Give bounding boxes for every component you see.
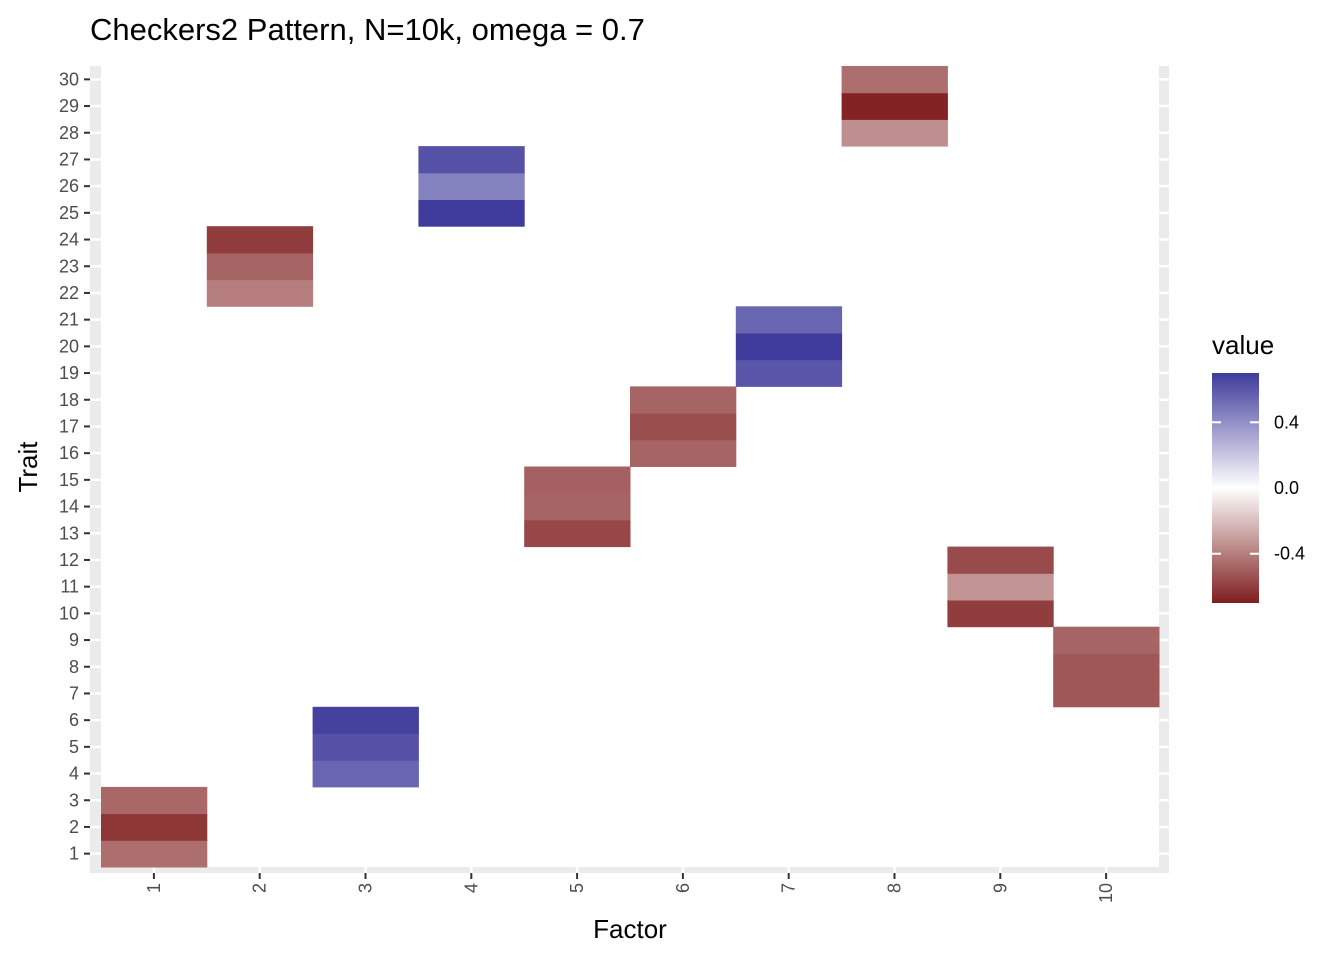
x-axis: 1 2 3 4 5 6 7 8 9 10 xyxy=(144,873,1116,903)
y-tick-label: 20 xyxy=(59,336,79,356)
heatmap-cell xyxy=(841,119,948,147)
heatmap-cell xyxy=(206,252,314,281)
x-tick-label: 5 xyxy=(567,883,587,893)
heatmap-cell xyxy=(947,600,1054,628)
heatmap-cell xyxy=(524,519,631,548)
y-axis-title: Trait xyxy=(13,441,43,493)
y-tick-label: 2 xyxy=(69,817,79,837)
y-tick-label: 16 xyxy=(59,443,79,463)
plot-panel xyxy=(90,66,1169,873)
heatmap-cell xyxy=(206,226,314,254)
x-tick-label: 6 xyxy=(673,883,693,893)
y-tick-label: 5 xyxy=(69,737,79,757)
y-axis: 1234567891011121314151617181920212223242… xyxy=(59,69,90,864)
legend-ticks: 0.4 0.0 -0.4 xyxy=(1212,412,1305,564)
x-axis-title: Factor xyxy=(593,914,667,944)
y-tick-label: 14 xyxy=(59,497,79,517)
y-tick-label: 29 xyxy=(59,96,79,116)
y-tick-label: 8 xyxy=(69,657,79,677)
y-tick-label: 18 xyxy=(59,390,79,410)
heatmap-cell xyxy=(841,66,948,94)
y-tick-label: 24 xyxy=(59,230,79,250)
heatmap-cell xyxy=(418,146,525,174)
y-tick-label: 23 xyxy=(59,256,79,276)
heatmap-cell xyxy=(735,306,843,334)
heatmap-cell xyxy=(101,840,208,868)
heatmap-cell xyxy=(630,413,737,441)
x-tick-label: 9 xyxy=(990,883,1010,893)
y-tick-label: 4 xyxy=(69,764,79,784)
x-tick-label: 4 xyxy=(461,883,481,893)
y-tick-label: 22 xyxy=(59,283,79,303)
heatmap-cell xyxy=(1053,653,1160,681)
legend-label: -0.4 xyxy=(1274,544,1305,564)
y-tick-label: 3 xyxy=(69,790,79,810)
y-tick-label: 9 xyxy=(69,630,79,650)
heatmap-cell xyxy=(524,466,631,494)
x-tick-label: 8 xyxy=(885,883,905,893)
y-tick-label: 30 xyxy=(59,69,79,89)
heatmap-cell xyxy=(312,733,419,761)
y-tick-label: 13 xyxy=(59,523,79,543)
legend-title: value xyxy=(1212,330,1274,360)
y-tick-label: 15 xyxy=(59,470,79,490)
y-tick-label: 21 xyxy=(59,310,79,330)
heatmap-cell xyxy=(947,546,1054,574)
y-tick-label: 27 xyxy=(59,149,79,169)
heatmap-cell xyxy=(312,760,419,788)
y-tick-label: 25 xyxy=(59,203,79,223)
y-tick-label: 11 xyxy=(60,577,79,597)
y-tick-label: 28 xyxy=(59,123,79,143)
heatmap-cell xyxy=(1053,680,1160,708)
heatmap-cell xyxy=(735,333,843,361)
y-tick-label: 19 xyxy=(59,363,79,383)
heatmap-cell xyxy=(630,386,737,414)
heatmap-cell xyxy=(630,439,737,467)
heatmap-cell xyxy=(524,493,631,521)
x-tick-label: 2 xyxy=(250,883,270,893)
y-tick-label: 12 xyxy=(59,550,79,570)
heatmap-cell xyxy=(418,172,525,200)
heatmap-cell xyxy=(206,279,314,307)
heatmap-cell xyxy=(735,359,843,387)
heatmap-cell xyxy=(841,92,948,120)
legend-label: 0.4 xyxy=(1274,412,1299,432)
x-tick-label: 1 xyxy=(144,883,164,893)
heatmap-cell xyxy=(947,573,1054,601)
y-tick-label: 17 xyxy=(59,416,79,436)
y-tick-label: 6 xyxy=(69,710,79,730)
legend-label: 0.0 xyxy=(1274,478,1299,498)
x-tick-label: 10 xyxy=(1096,883,1116,903)
x-tick-label: 3 xyxy=(356,883,376,893)
heatmap-cell xyxy=(1053,626,1160,654)
heatmap-cell xyxy=(101,813,208,841)
chart-title: Checkers2 Pattern, N=10k, omega = 0.7 xyxy=(90,12,645,47)
heatmap-cell xyxy=(312,706,419,734)
x-tick-label: 7 xyxy=(779,883,799,893)
heatmap-cells xyxy=(101,66,1160,868)
heatmap-cell xyxy=(101,786,208,815)
y-tick-label: 10 xyxy=(59,603,79,623)
heatmap-cell xyxy=(418,199,525,227)
y-tick-label: 26 xyxy=(59,176,79,196)
y-tick-label: 7 xyxy=(69,683,79,703)
y-tick-label: 1 xyxy=(69,844,79,864)
legend: value 0.4 0.0 -0.4 xyxy=(1212,330,1305,603)
